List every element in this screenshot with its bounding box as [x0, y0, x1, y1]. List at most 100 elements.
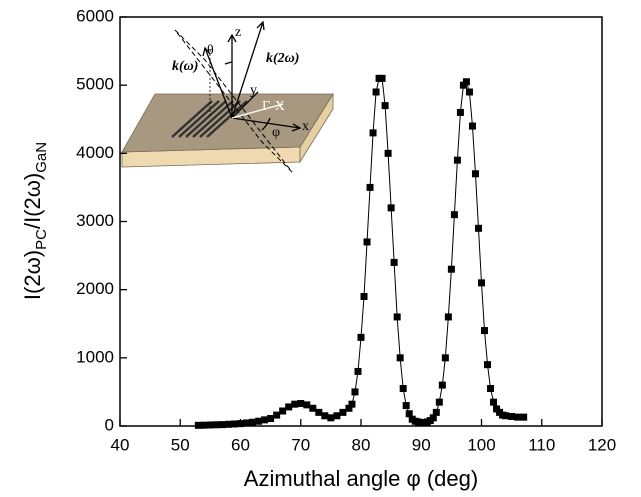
y-tick-label: 4000: [76, 143, 114, 162]
data-point: [218, 421, 226, 429]
data-point: [243, 419, 251, 427]
x-tick-label: 80: [352, 435, 371, 454]
inset-label: Γ-X: [262, 99, 285, 114]
x-tick-label: 60: [231, 435, 250, 454]
plot-frame: [119, 16, 603, 427]
data-point: [360, 292, 368, 300]
data-point: [432, 408, 440, 416]
y-label-sub: GaN: [33, 142, 50, 173]
data-point: [333, 412, 341, 420]
data-point: [255, 417, 263, 425]
data-point: [465, 88, 473, 96]
data-point: [237, 420, 244, 428]
data-point: [212, 421, 220, 429]
data-point: [378, 74, 386, 82]
data-point: [456, 108, 464, 116]
data-point: [402, 402, 410, 410]
data-point: [447, 265, 455, 273]
data-point: [224, 420, 232, 428]
y-tick-label: 1000: [76, 347, 114, 366]
x-axis-label: Azimuthal angle φ (deg): [244, 466, 478, 491]
data-point: [490, 398, 498, 406]
inset-label: φ: [272, 125, 280, 140]
x-tick-label: 70: [291, 435, 310, 454]
inset-label: y: [250, 83, 257, 98]
y-tick-label: 3000: [76, 211, 114, 230]
y-tick-label: 5000: [76, 75, 114, 94]
data-point: [508, 412, 516, 420]
data-point: [405, 410, 413, 418]
data-point: [399, 385, 407, 393]
data-point: [462, 78, 470, 86]
x-tick-label: 100: [467, 435, 495, 454]
data-point: [309, 404, 317, 412]
data-point: [279, 407, 287, 415]
data-point: [321, 412, 329, 420]
slab-top: [121, 93, 334, 153]
data-point: [261, 416, 269, 424]
data-point: [366, 183, 374, 191]
data-point: [348, 400, 356, 408]
data-point: [363, 238, 371, 246]
x-tick-label: 110: [528, 435, 555, 454]
data-point: [297, 400, 305, 408]
data-point: [478, 279, 485, 287]
inset-label: k(ω): [172, 59, 198, 74]
data-point: [453, 156, 461, 164]
data-point: [444, 313, 452, 321]
inset-label: z: [235, 25, 241, 40]
data-point: [502, 412, 510, 420]
data-point: [387, 204, 395, 212]
data-point: [345, 404, 353, 412]
inset-label: θ: [207, 43, 214, 58]
data-point: [291, 400, 299, 408]
data-point: [381, 102, 389, 110]
data-point: [194, 421, 202, 429]
data-point: [327, 414, 335, 422]
y-tick-label: 6000: [76, 6, 114, 25]
data-point: [396, 354, 404, 362]
data-point: [471, 170, 479, 178]
data-point: [351, 388, 359, 396]
data-point: [206, 421, 214, 429]
x-tick-label: 50: [171, 435, 190, 454]
data-point: [303, 401, 311, 409]
inset-label: x: [302, 119, 309, 134]
data-point: [354, 367, 362, 375]
y-label-part: /I(2ω): [20, 173, 45, 229]
data-point: [285, 403, 293, 411]
data-point: [249, 418, 257, 426]
data-point: [520, 413, 528, 421]
data-point: [514, 413, 522, 421]
data-point: [369, 129, 377, 137]
data-point: [429, 414, 437, 422]
data-point: [357, 333, 365, 341]
y-label-part: I(2ω): [20, 250, 45, 300]
data-point: [468, 122, 476, 130]
data-point: [315, 408, 323, 416]
inset-diagram: θ z k(ω) k(2ω) y Γ-X φ x: [121, 20, 334, 173]
y-tick-label: 0: [105, 415, 114, 434]
inset-label: k(2ω): [266, 51, 299, 66]
data-point: [484, 361, 492, 369]
y-tick-label: 2000: [76, 279, 114, 298]
data-point: [372, 88, 380, 96]
grating: [171, 100, 248, 138]
arrows: [202, 20, 302, 132]
data-point: [393, 313, 401, 321]
x-tick-label: 40: [111, 435, 130, 454]
data-point: [438, 381, 446, 389]
data-point: [450, 211, 458, 219]
y-axis-label: I(2ω)PC/I(2ω)GaN: [20, 142, 50, 300]
data-point: [339, 408, 347, 416]
data-point: [487, 385, 495, 393]
y-label-sub: PC: [33, 229, 50, 250]
x-tick-label: 90: [412, 435, 431, 454]
data-point: [390, 258, 398, 266]
data-point: [267, 415, 275, 423]
data-point: [441, 354, 449, 362]
data-point: [481, 327, 489, 335]
data-point: [474, 224, 482, 232]
data-point: [273, 411, 281, 419]
